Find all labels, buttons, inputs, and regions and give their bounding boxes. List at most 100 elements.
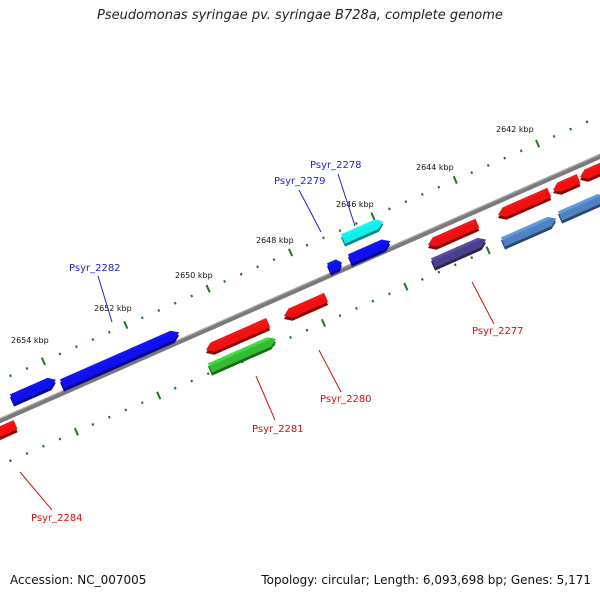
minor-tick [354, 306, 358, 310]
minor-tick [371, 299, 375, 303]
scale-label-2652: 2652 kbp [94, 304, 132, 313]
forward-gene-psyr-2279[interactable] [348, 239, 391, 267]
major-tick [205, 284, 211, 293]
minor-tick [470, 256, 474, 260]
leader-psyr-2280 [318, 349, 342, 393]
reverse-gene-a-highlight [432, 218, 477, 242]
forward-gene-1-highlight [10, 377, 52, 398]
forward-gene-1[interactable] [10, 377, 56, 407]
forward-gene-2-body [60, 330, 180, 389]
minor-tick [25, 452, 29, 455]
gene-label-psyr-2282: Psyr_2282 [69, 263, 121, 274]
gene-label-psyr-2280: Psyr_2280 [320, 394, 372, 405]
minor-tick [272, 258, 276, 262]
major-tick [73, 427, 79, 436]
leader-psyr-2282 [97, 275, 113, 323]
minor-tick [470, 171, 474, 175]
reverse-gene-psyr-2280-highlight [288, 292, 326, 313]
gene-features [0, 160, 600, 441]
forward-gene-2-highlight [60, 330, 175, 383]
reverse-gene-b-highlight [502, 187, 549, 212]
minor-tick [437, 185, 441, 189]
reverse-gene-f-highlight [558, 194, 600, 215]
minor-tick [74, 345, 78, 349]
minor-tick [322, 236, 325, 240]
major-tick [535, 139, 541, 148]
reverse-gene-psyr-2281-body [208, 337, 276, 373]
reverse-gene-e[interactable] [501, 216, 557, 250]
scale-label-2646: 2646 kbp [336, 200, 374, 209]
major-tick [370, 212, 376, 221]
minor-tick [453, 263, 457, 267]
gene-label-psyr-2277: Psyr_2277 [472, 326, 524, 337]
minor-tick [107, 415, 111, 419]
leader-psyr-2278 [337, 173, 356, 227]
minor-tick [420, 192, 424, 196]
minor-tick [107, 330, 111, 334]
reverse-gene-psyr-2281[interactable] [208, 337, 276, 376]
reverse-gene-psyr-2277[interactable] [431, 237, 487, 271]
map-title: Pseudomonas syringae pv. syringae B728a,… [97, 8, 503, 23]
minor-tick [585, 120, 589, 124]
forward-gene-psyr-2278-highlight [341, 219, 379, 238]
scale-label-2644: 2644 kbp [416, 163, 454, 172]
scale-label-2650: 2650 kbp [175, 271, 213, 280]
minor-tick [569, 127, 573, 131]
minor-tick [486, 163, 490, 167]
minor-tick [503, 156, 507, 160]
major-tick [320, 318, 327, 328]
major-tick [485, 246, 491, 255]
leader-psyr-2284 [19, 471, 53, 511]
forward-gene-2[interactable] [60, 330, 180, 392]
forward-gene-small-highlight [327, 259, 339, 267]
minor-tick [387, 207, 391, 211]
minor-tick [124, 408, 128, 412]
minor-tick [404, 200, 408, 204]
leader-psyr-2279 [298, 189, 322, 233]
minor-tick [9, 374, 12, 378]
minor-tick [41, 444, 45, 448]
reverse-gene-c[interactable] [553, 174, 581, 195]
minor-tick [338, 314, 342, 318]
minor-tick [206, 372, 210, 376]
forward-gene-psyr-2279-body [348, 239, 391, 264]
reverse-gene-psyr-2280[interactable] [284, 292, 329, 321]
leader-psyr-2281 [255, 375, 276, 421]
reverse-gene-e-highlight [501, 216, 552, 241]
minor-tick [157, 309, 161, 312]
forward-gene-small[interactable] [327, 259, 342, 276]
minor-tick [91, 423, 95, 426]
reverse-gene-e-body [501, 216, 557, 247]
minor-tick [420, 277, 424, 281]
gene-label-psyr-2279: Psyr_2279 [274, 176, 326, 187]
forward-gene-psyr-2278[interactable] [341, 219, 384, 247]
minor-tick [338, 229, 342, 233]
reverse-gene-d[interactable] [580, 160, 600, 182]
reverse-gene-psyr-2277-body [431, 237, 487, 268]
minor-tick [289, 335, 292, 339]
reverse-gene-psyr-2284[interactable] [0, 420, 18, 441]
outer-tick-track [9, 120, 589, 378]
minor-tick [305, 328, 309, 332]
reverse-gene-c-highlight [557, 174, 578, 187]
minor-tick [173, 386, 177, 390]
major-tick [123, 320, 129, 330]
scale-labels: 2642 kbp 2644 kbp 2646 kbp 2648 kbp 2650… [11, 125, 534, 345]
leader-psyr-2277 [471, 281, 495, 325]
major-tick [40, 357, 46, 366]
gene-labels: Psyr_2278 Psyr_2279 Psyr_2282 Psyr_2277 … [31, 160, 524, 524]
accession-text: Accession: NC_007005 [10, 573, 147, 587]
reverse-gene-psyr-2281-upper[interactable] [206, 318, 271, 355]
reverse-gene-b[interactable] [498, 187, 552, 220]
minor-tick [9, 459, 12, 463]
gene-label-psyr-2284: Psyr_2284 [31, 513, 83, 524]
minor-tick [58, 352, 62, 356]
minor-tick [552, 134, 556, 138]
reverse-gene-a[interactable] [428, 218, 480, 250]
minor-tick [190, 294, 194, 298]
minor-tick [173, 301, 177, 305]
minor-tick [140, 316, 144, 320]
minor-tick [256, 265, 260, 269]
reverse-gene-f[interactable] [558, 194, 600, 224]
